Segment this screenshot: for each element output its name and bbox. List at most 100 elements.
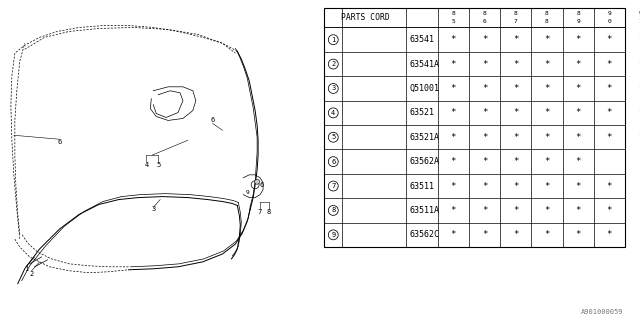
Text: 3: 3 — [151, 206, 156, 212]
Circle shape — [328, 132, 338, 142]
Text: 5: 5 — [451, 20, 455, 24]
Text: 6: 6 — [211, 117, 215, 124]
Text: *: * — [638, 133, 640, 142]
Circle shape — [255, 179, 260, 184]
Text: *: * — [451, 181, 456, 190]
Text: *: * — [482, 157, 487, 166]
Text: *: * — [607, 35, 612, 44]
Text: *: * — [638, 206, 640, 215]
Text: *: * — [482, 230, 487, 239]
Text: 8: 8 — [545, 11, 549, 16]
Text: *: * — [451, 35, 456, 44]
Bar — [324, 8, 625, 247]
Text: 9: 9 — [331, 232, 335, 238]
Text: *: * — [575, 157, 581, 166]
Text: *: * — [544, 206, 550, 215]
Text: *: * — [451, 60, 456, 68]
Text: A901000059: A901000059 — [580, 309, 623, 315]
Text: 9: 9 — [607, 11, 611, 16]
Text: *: * — [544, 108, 550, 117]
Text: *: * — [451, 157, 456, 166]
Text: 63562C: 63562C — [410, 230, 440, 239]
Text: 0: 0 — [607, 20, 611, 24]
Text: *: * — [638, 60, 640, 68]
Text: *: * — [482, 35, 487, 44]
Text: 4: 4 — [331, 110, 335, 116]
Text: 8: 8 — [483, 11, 486, 16]
Text: 4: 4 — [144, 162, 148, 168]
Text: *: * — [544, 157, 550, 166]
Text: 9: 9 — [639, 11, 640, 16]
Text: *: * — [575, 108, 581, 117]
Text: *: * — [451, 84, 456, 93]
Text: 8: 8 — [576, 11, 580, 16]
Text: *: * — [451, 206, 456, 215]
Circle shape — [328, 230, 338, 240]
Text: 6: 6 — [483, 20, 486, 24]
Text: *: * — [575, 60, 581, 68]
Text: 63511: 63511 — [410, 181, 435, 190]
Text: *: * — [607, 60, 612, 68]
Text: 5: 5 — [156, 162, 161, 168]
Circle shape — [328, 84, 338, 93]
Text: *: * — [451, 230, 456, 239]
Text: *: * — [638, 181, 640, 190]
Text: *: * — [513, 108, 518, 117]
Text: *: * — [575, 230, 581, 239]
Text: *: * — [451, 133, 456, 142]
Text: *: * — [513, 84, 518, 93]
Text: 6: 6 — [57, 139, 61, 145]
Circle shape — [328, 181, 338, 191]
Text: *: * — [575, 181, 581, 190]
Text: *: * — [513, 60, 518, 68]
Text: 8: 8 — [451, 11, 455, 16]
Text: *: * — [513, 230, 518, 239]
Text: *: * — [607, 108, 612, 117]
Text: 1: 1 — [331, 37, 335, 43]
Text: Q51001: Q51001 — [410, 84, 440, 93]
Text: 63541: 63541 — [410, 35, 435, 44]
Text: 1: 1 — [24, 266, 29, 272]
Text: 63541A: 63541A — [410, 60, 440, 68]
Text: *: * — [513, 157, 518, 166]
Text: *: * — [638, 35, 640, 44]
Text: 8: 8 — [545, 20, 549, 24]
Circle shape — [328, 108, 338, 118]
Text: *: * — [638, 230, 640, 239]
Text: 63521: 63521 — [410, 108, 435, 117]
Text: 63521A: 63521A — [410, 133, 440, 142]
Text: 3: 3 — [331, 85, 335, 92]
Text: *: * — [513, 181, 518, 190]
Text: 6: 6 — [260, 182, 264, 188]
Text: *: * — [544, 60, 550, 68]
Text: 8: 8 — [267, 209, 271, 215]
Text: *: * — [482, 206, 487, 215]
Text: *: * — [482, 84, 487, 93]
Circle shape — [328, 59, 338, 69]
Text: *: * — [482, 181, 487, 190]
Text: *: * — [575, 206, 581, 215]
Text: 6: 6 — [331, 159, 335, 165]
Text: 2: 2 — [331, 61, 335, 67]
Text: *: * — [513, 206, 518, 215]
Text: *: * — [607, 133, 612, 142]
Text: 8: 8 — [514, 11, 518, 16]
Text: *: * — [544, 181, 550, 190]
Text: *: * — [575, 84, 581, 93]
Text: 7: 7 — [258, 209, 262, 215]
Text: *: * — [607, 230, 612, 239]
Text: 63511A: 63511A — [410, 206, 440, 215]
Text: *: * — [607, 181, 612, 190]
Text: *: * — [638, 108, 640, 117]
Text: *: * — [544, 84, 550, 93]
Text: *: * — [513, 35, 518, 44]
Text: *: * — [607, 84, 612, 93]
Text: 9: 9 — [245, 190, 249, 195]
Circle shape — [328, 205, 338, 215]
Text: *: * — [482, 60, 487, 68]
Text: *: * — [607, 206, 612, 215]
Text: *: * — [544, 35, 550, 44]
Text: 7: 7 — [514, 20, 518, 24]
Text: *: * — [544, 133, 550, 142]
Text: 63562A: 63562A — [410, 157, 440, 166]
